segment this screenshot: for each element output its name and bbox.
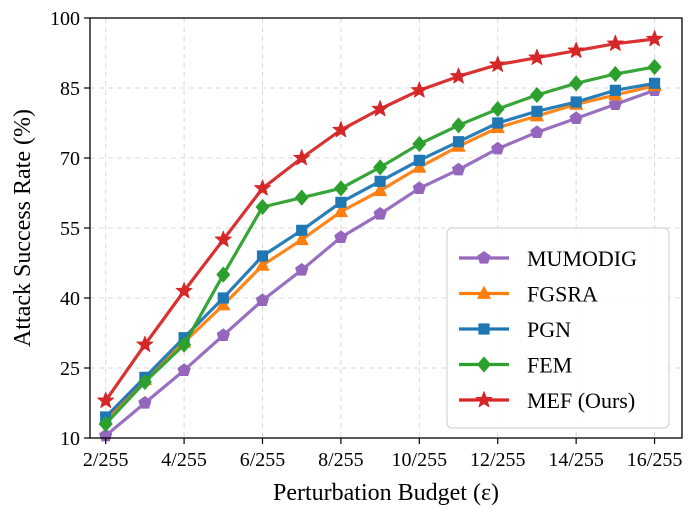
- data-point-fem: [451, 117, 466, 134]
- data-point-fem: [334, 180, 348, 197]
- data-point-fem: [412, 136, 427, 152]
- x-tick-label: 4/255: [161, 449, 207, 471]
- data-point-mef-ours: [489, 55, 507, 72]
- legend: MUMODIG FGSRA PGN FEM MEF (Ours): [446, 227, 670, 429]
- data-point-mumodig: [216, 328, 230, 341]
- data-point-pgn: [217, 292, 229, 304]
- data-point-fgsra: [216, 297, 231, 311]
- legend-label-pgn: PGN: [527, 317, 571, 342]
- ticks: 2/255 4/255 6/255 8/255 10/255 12/255 14/255 16…: [50, 8, 682, 471]
- data-point-mef-ours: [97, 391, 115, 408]
- data-point-pgn: [570, 96, 582, 108]
- data-point-pgn: [335, 196, 347, 208]
- data-point-mumodig: [295, 263, 309, 276]
- x-tick-label: 2/255: [83, 449, 129, 471]
- y-tick-label: 25: [60, 358, 80, 380]
- data-point-mef-ours: [410, 81, 428, 98]
- data-point-mumodig: [608, 97, 622, 110]
- series-layer: [97, 30, 664, 442]
- legend-label-mef-ours: MEF (Ours): [527, 388, 635, 413]
- data-point-pgn: [531, 105, 543, 117]
- data-point-pgn: [413, 154, 425, 166]
- data-point-pgn: [296, 224, 308, 236]
- legend-marker-pgn: [478, 323, 490, 335]
- data-point-fem: [490, 101, 505, 117]
- data-point-mumodig: [530, 125, 544, 138]
- data-point-fgsra: [373, 183, 388, 197]
- legend-box: [446, 227, 670, 429]
- legend-label-fgsra: FGSRA: [527, 282, 598, 307]
- data-point-fem: [647, 59, 662, 75]
- x-tick-label: 10/255: [392, 449, 448, 471]
- data-point-mumodig: [373, 207, 387, 220]
- data-point-fgsra: [334, 204, 348, 218]
- legend-marker-fgsra: [477, 286, 491, 299]
- y-tick-label: 10: [60, 428, 80, 450]
- data-point-mef-ours: [528, 48, 546, 65]
- legend-marker-fem: [477, 356, 491, 373]
- data-point-pgn: [374, 175, 386, 187]
- data-point-fem: [294, 189, 309, 206]
- legend-marker-mumodig: [477, 251, 491, 264]
- legend-label-fem: FEM: [527, 353, 572, 378]
- data-point-pgn: [492, 117, 504, 129]
- data-point-mumodig: [255, 293, 270, 306]
- data-point-fem: [137, 374, 152, 390]
- data-point-mef-ours: [646, 30, 664, 47]
- x-tick-label: 14/255: [548, 449, 604, 471]
- data-point-mumodig: [138, 396, 152, 409]
- data-point-mef-ours: [567, 41, 585, 58]
- data-point-pgn: [648, 77, 661, 89]
- x-tick-label: 6/255: [240, 449, 286, 471]
- data-point-mumodig: [491, 141, 505, 155]
- data-point-mumodig: [177, 363, 191, 376]
- series-mef-ours: [97, 30, 664, 408]
- data-point-mef-ours: [450, 67, 468, 84]
- y-axis-label: Attack Success Rate (%): [10, 109, 36, 347]
- data-point-fem: [255, 199, 270, 215]
- x-tick-label: 8/255: [318, 449, 364, 471]
- data-point-fem: [569, 75, 584, 92]
- y-tick-label: 55: [60, 218, 80, 240]
- legend-marker-mef-ours: [475, 391, 493, 408]
- data-point-mef-ours: [606, 34, 624, 51]
- data-point-mef-ours: [175, 282, 193, 299]
- data-point-fgsra: [294, 232, 309, 246]
- legend-label-mumodig: MUMODIG: [527, 246, 637, 271]
- data-point-pgn: [256, 250, 269, 262]
- data-point-fem: [216, 266, 231, 283]
- series-fem: [98, 59, 662, 432]
- data-point-mumodig: [412, 181, 426, 194]
- data-point-mef-ours: [254, 179, 271, 196]
- data-point-fem: [608, 66, 623, 82]
- data-point-mumodig: [451, 162, 466, 176]
- x-tick-label: 12/255: [470, 449, 526, 471]
- data-point-mumodig: [334, 230, 348, 243]
- x-axis-label: Perturbation Budget (ε): [273, 480, 499, 506]
- x-tick-label: 16/255: [627, 449, 683, 471]
- data-point-pgn: [452, 136, 465, 148]
- data-point-mef-ours: [371, 100, 389, 117]
- data-point-mef-ours: [136, 335, 154, 352]
- y-tick-label: 70: [60, 148, 80, 170]
- data-point-fgsra: [412, 159, 427, 173]
- data-point-fgsra: [255, 257, 270, 271]
- data-point-fem: [177, 336, 191, 353]
- data-point-mef-ours: [214, 230, 232, 247]
- data-point-mumodig: [569, 111, 583, 124]
- data-point-pgn: [609, 84, 621, 96]
- data-point-mef-ours: [293, 149, 311, 166]
- y-tick-label: 40: [60, 288, 80, 310]
- data-point-fem: [373, 159, 388, 176]
- data-point-fem: [530, 87, 544, 103]
- y-tick-label: 85: [60, 78, 80, 100]
- y-tick-label: 100: [50, 8, 80, 30]
- data-point-fem: [98, 416, 113, 432]
- data-point-mef-ours: [332, 121, 350, 138]
